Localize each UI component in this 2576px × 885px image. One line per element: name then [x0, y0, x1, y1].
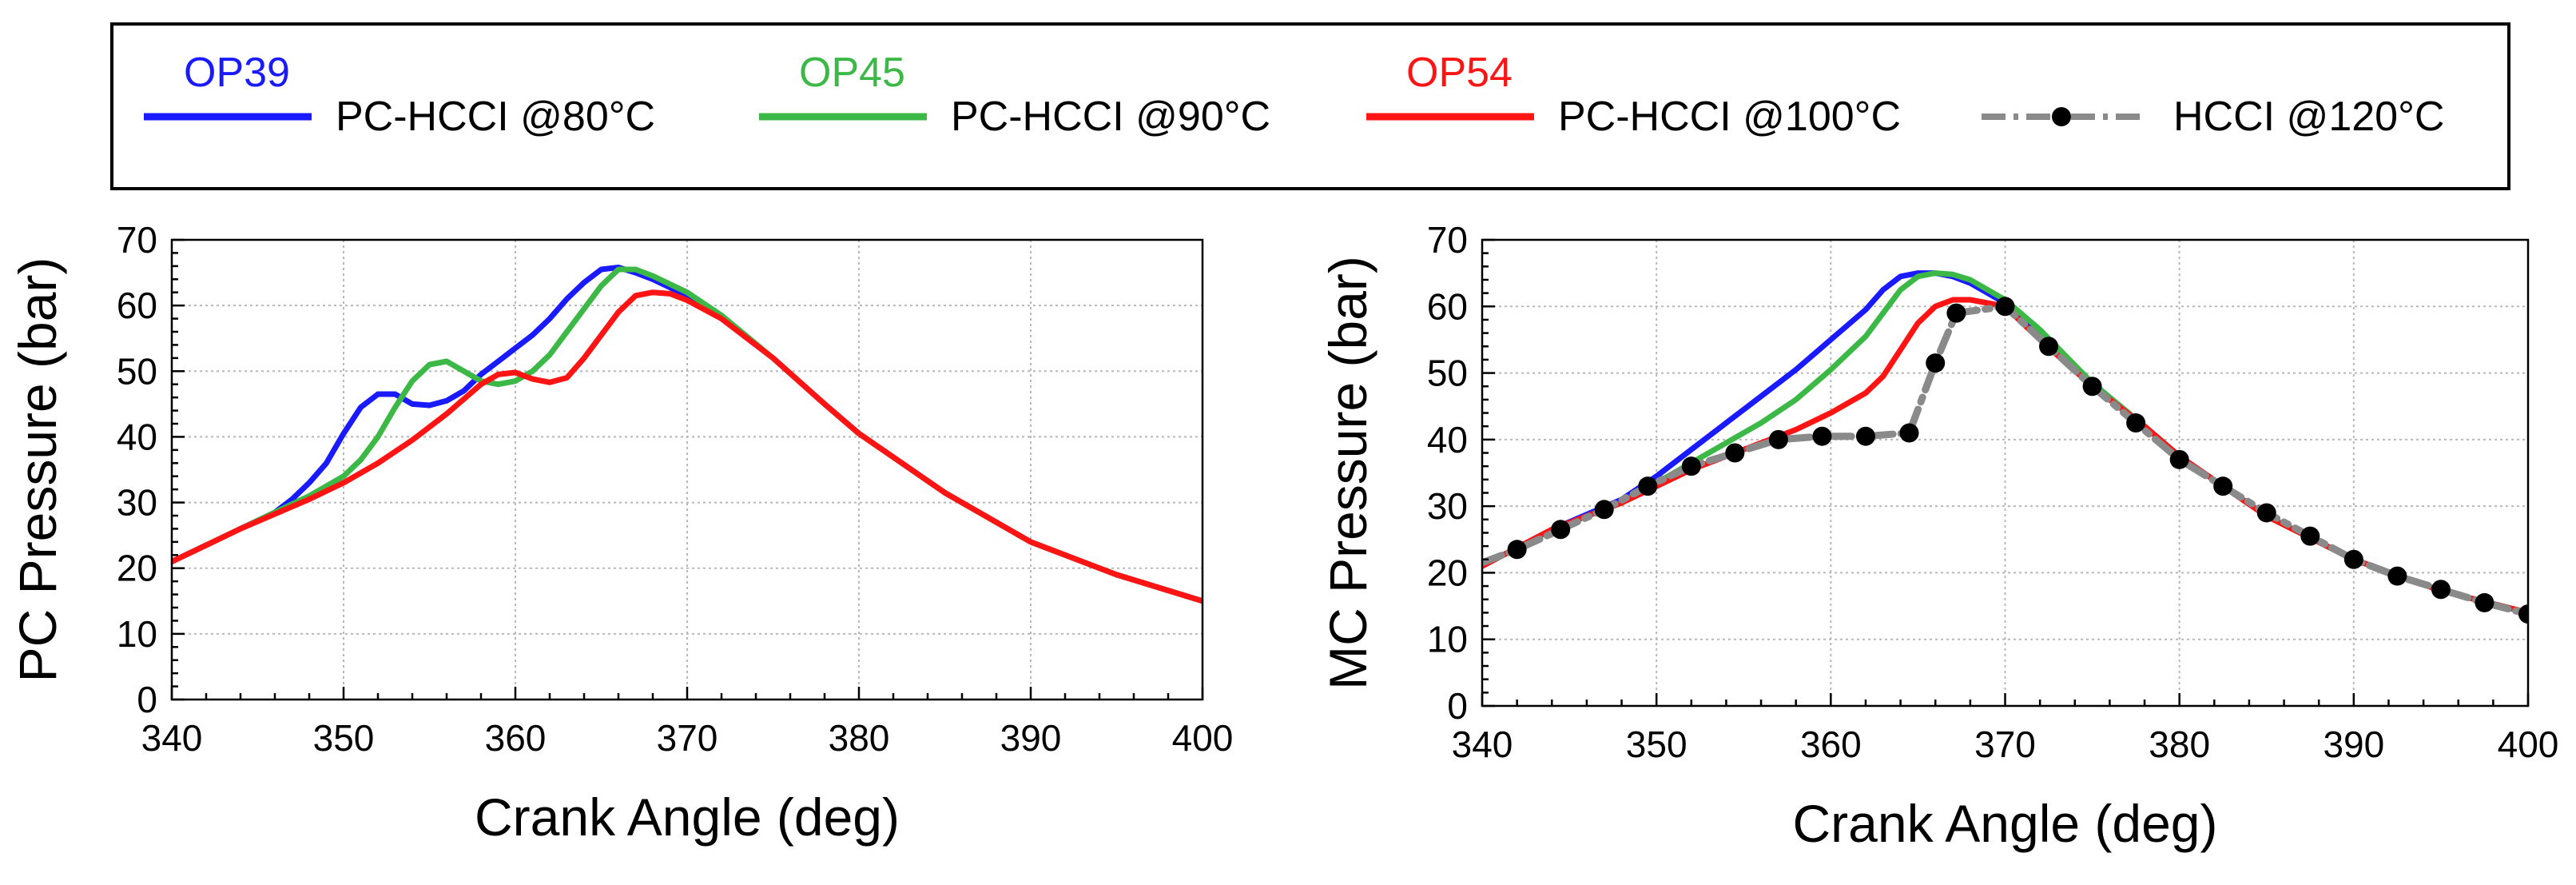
- legend-box: [110, 22, 2510, 190]
- series-marker: [1995, 297, 2015, 317]
- series-marker: [1507, 540, 1527, 560]
- x-tick-label: 370: [1974, 724, 2036, 765]
- chart-pc-pressure: 340 350 360 370 380 390 400 0 10 20 30 40 50 60 70 Cran…: [8, 219, 1233, 847]
- y-tick-label: 40: [117, 416, 157, 457]
- ticks: [170, 238, 1204, 701]
- series-marker: [1946, 303, 1966, 323]
- series-marker: [1594, 500, 1614, 520]
- series-marker: [1725, 443, 1745, 463]
- legend-tag: OP54: [1406, 50, 1513, 96]
- series-marker: [1812, 426, 1832, 446]
- y-tick-label: 0: [1447, 685, 1468, 727]
- ticks: [1481, 238, 2530, 708]
- y-tick-label: 10: [117, 613, 157, 655]
- y-tick-label: 20: [117, 548, 157, 589]
- legend-tag: OP39: [184, 50, 290, 96]
- y-tick-label: 70: [117, 219, 157, 261]
- x-tick-label: 390: [1000, 717, 1062, 759]
- grid: [1482, 240, 2528, 706]
- series-marker: [2300, 526, 2320, 546]
- legend-label: PC-HCCI @80°C: [336, 94, 655, 140]
- y-tick-label: 30: [117, 482, 157, 524]
- y-tick-label: 70: [1427, 219, 1468, 261]
- x-tick-label: 380: [2149, 724, 2210, 765]
- x-tick-label: 390: [2323, 724, 2384, 765]
- legend-label: HCCI @120°C: [2173, 94, 2444, 140]
- series-line-2: [172, 289, 1203, 604]
- y-tick-label: 0: [137, 679, 157, 720]
- series-marker: [2387, 566, 2407, 586]
- x-tick-label: 350: [313, 717, 375, 759]
- series-group: [1482, 270, 2528, 624]
- series-marker: [2431, 580, 2451, 600]
- y-tick-label: 50: [1427, 353, 1468, 394]
- y-tick-label: 10: [1427, 619, 1468, 660]
- y-tick-label: 30: [1427, 485, 1468, 527]
- x-axis-label: Crank Angle (deg): [475, 787, 900, 847]
- y-tick-label: 60: [1427, 285, 1468, 327]
- series-marker: [1638, 476, 1658, 496]
- x-tick-label: 360: [485, 717, 547, 759]
- y-tick-label: 40: [1427, 419, 1468, 460]
- series-marker: [2518, 604, 2528, 624]
- series-marker: [1768, 429, 1788, 449]
- series-marker: [2213, 476, 2233, 496]
- series-marker: [1899, 423, 1919, 443]
- series-marker: [2126, 413, 2146, 433]
- series-marker: [2039, 337, 2059, 357]
- x-tick-label: 340: [141, 717, 203, 759]
- series-group: [172, 265, 1203, 604]
- y-axis-label: MC Pressure (bar): [1318, 256, 1377, 690]
- legend-entry: OP39 PC-HCCI @80°C: [144, 50, 655, 140]
- series-marker: [2169, 449, 2189, 469]
- legend-entry: OP45 PC-HCCI @90°C: [759, 50, 1270, 140]
- x-tick-label: 370: [657, 717, 718, 759]
- series-marker: [2082, 377, 2102, 397]
- series-marker: [2475, 592, 2495, 612]
- legend-entry: OP54 PC-HCCI @100°C: [1366, 50, 1901, 140]
- legend-label: PC-HCCI @90°C: [951, 94, 1270, 140]
- x-tick-label: 350: [1626, 724, 1688, 765]
- chart-mc-pressure: 340 350 360 370 380 390 400 0 10 20 30 40 50 60 70 Cran…: [1318, 219, 2558, 853]
- legend-tag: OP45: [799, 50, 905, 96]
- y-tick-label: 60: [117, 285, 157, 326]
- x-axis-label: Crank Angle (deg): [1793, 794, 2218, 853]
- legend-entry: HCCI @120°C: [1982, 94, 2444, 140]
- x-tick-label: 400: [2498, 724, 2559, 765]
- legend-marker: [2052, 107, 2071, 126]
- series-marker: [1551, 520, 1571, 540]
- grid: [172, 240, 1203, 700]
- series-marker: [2256, 503, 2276, 523]
- x-tick-label: 360: [1800, 724, 1862, 765]
- series-marker: [1681, 456, 1701, 476]
- series-marker: [1926, 353, 1946, 373]
- x-tick-label: 340: [1452, 724, 1513, 765]
- x-tick-label: 380: [829, 717, 890, 759]
- y-tick-label: 50: [117, 350, 157, 392]
- y-axis-label: PC Pressure (bar): [8, 257, 67, 683]
- series-marker: [2343, 549, 2363, 569]
- legend-label: PC-HCCI @100°C: [1558, 94, 1901, 140]
- series-marker: [1855, 426, 1875, 446]
- legend: OP39 PC-HCCI @80°C OP45 PC-HCCI @90°C OP54 PC…: [110, 22, 2510, 190]
- y-tick-label: 20: [1427, 552, 1468, 593]
- x-tick-label: 400: [1172, 717, 1234, 759]
